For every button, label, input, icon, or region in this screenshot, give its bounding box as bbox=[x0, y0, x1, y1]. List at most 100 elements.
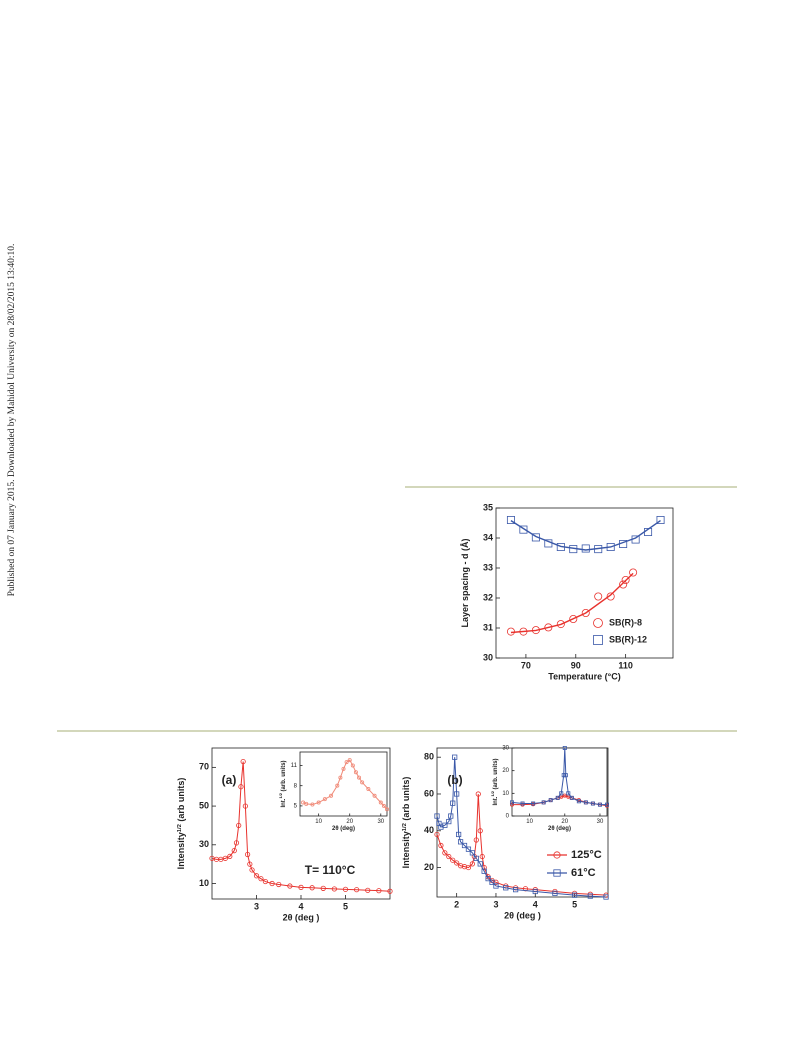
marker bbox=[563, 773, 568, 778]
marker bbox=[481, 868, 487, 874]
y-tick-label: 8 bbox=[294, 783, 298, 789]
marker bbox=[513, 887, 519, 893]
marker bbox=[548, 798, 553, 803]
marker bbox=[571, 892, 578, 898]
x-tick-label: 2 bbox=[454, 899, 459, 909]
marker bbox=[454, 791, 460, 797]
inset-frame bbox=[511, 747, 608, 817]
marker bbox=[342, 886, 349, 892]
legend-marker bbox=[593, 618, 603, 628]
y-tick-label: 33 bbox=[483, 562, 493, 572]
legend-label: 61°C bbox=[571, 867, 596, 879]
x-axis-label: 2θ (deg ) bbox=[283, 912, 320, 922]
marker bbox=[245, 851, 251, 858]
marker bbox=[544, 623, 553, 632]
marker bbox=[434, 831, 440, 838]
marker bbox=[619, 540, 628, 549]
marker bbox=[485, 876, 491, 882]
marker bbox=[506, 516, 515, 525]
y-axis-label-part: Int. bbox=[281, 798, 287, 807]
marker bbox=[222, 855, 228, 861]
marker bbox=[506, 627, 515, 636]
marker bbox=[269, 880, 275, 887]
marker bbox=[247, 861, 253, 867]
marker bbox=[452, 754, 458, 760]
x-axis-label: 2θ (deg ) bbox=[504, 910, 541, 920]
marker bbox=[562, 793, 567, 798]
marker bbox=[569, 615, 578, 624]
marker bbox=[503, 885, 509, 891]
marker bbox=[473, 855, 479, 861]
marker bbox=[320, 885, 326, 891]
x-tick-label: 30 bbox=[597, 819, 604, 825]
marker bbox=[479, 853, 485, 860]
marker bbox=[341, 766, 346, 771]
marker bbox=[309, 885, 315, 891]
x-tick-label: 4 bbox=[533, 899, 538, 909]
x-tick-label: 10 bbox=[315, 819, 322, 825]
marker bbox=[446, 818, 452, 825]
marker bbox=[236, 822, 242, 829]
marker bbox=[587, 893, 593, 899]
y-axis-label: Intensity1/2 (arb units) bbox=[401, 777, 411, 869]
marker bbox=[372, 793, 377, 798]
y-tick-label: 80 bbox=[424, 752, 434, 762]
marker bbox=[450, 800, 456, 806]
marker bbox=[619, 580, 628, 589]
marker bbox=[262, 878, 268, 885]
marker bbox=[606, 543, 615, 552]
x-tick-label: 70 bbox=[521, 660, 531, 670]
marker bbox=[227, 853, 233, 860]
marker bbox=[344, 760, 349, 765]
y-axis-label-part: Intensity bbox=[401, 831, 411, 868]
marker bbox=[606, 592, 615, 601]
fit-line bbox=[510, 572, 634, 634]
marker bbox=[473, 837, 479, 843]
marker bbox=[322, 797, 327, 802]
marker bbox=[461, 842, 468, 849]
marker bbox=[552, 890, 558, 896]
x-tick-label: 20 bbox=[346, 819, 353, 825]
marker bbox=[509, 800, 514, 805]
y-axis-label: Int.1/2 (arb. units) bbox=[278, 760, 287, 807]
y-axis-label: Int.1/2 (arb. units) bbox=[490, 758, 499, 805]
y-axis-label: Intensity1/2 (arb units) bbox=[176, 778, 186, 870]
marker bbox=[357, 775, 362, 780]
marker bbox=[590, 801, 595, 806]
marker bbox=[347, 758, 352, 763]
x-axis-label: Temperature (°C) bbox=[548, 671, 620, 681]
y-tick-label: 30 bbox=[483, 652, 493, 662]
marker bbox=[594, 545, 603, 554]
side-note: Published on 07 January 2015. Downloaded… bbox=[7, 244, 17, 597]
marker bbox=[381, 803, 386, 808]
marker bbox=[438, 842, 444, 849]
y-axis-label-part: Intensity bbox=[176, 832, 186, 869]
marker bbox=[581, 609, 590, 618]
marker bbox=[331, 886, 337, 892]
y-tick-label: 40 bbox=[424, 825, 434, 835]
inset-frame bbox=[299, 751, 388, 817]
y-axis-label-part: 1/2 bbox=[177, 823, 183, 832]
y-tick-label: 20 bbox=[424, 862, 434, 872]
y-axis-label-part: (arb units) bbox=[401, 777, 411, 824]
marker bbox=[238, 784, 244, 790]
marker bbox=[253, 873, 260, 879]
marker bbox=[310, 802, 315, 807]
marker bbox=[532, 888, 538, 895]
plot-frame bbox=[436, 747, 609, 898]
y-axis-label-part: (arb. units) bbox=[281, 760, 287, 793]
legend-label: SB(R)-8 bbox=[609, 617, 642, 627]
marker bbox=[442, 822, 448, 828]
y-axis-label: Layer spacing - d (Å) bbox=[460, 538, 470, 627]
marker bbox=[258, 876, 264, 882]
y-tick-label: 5 bbox=[294, 803, 298, 809]
legend-marker bbox=[553, 851, 561, 859]
marker bbox=[531, 801, 536, 806]
y-tick-label: 34 bbox=[483, 532, 493, 542]
marker bbox=[509, 802, 514, 807]
marker bbox=[465, 864, 472, 871]
marker bbox=[366, 787, 371, 792]
y-tick-label: 30 bbox=[199, 839, 209, 849]
